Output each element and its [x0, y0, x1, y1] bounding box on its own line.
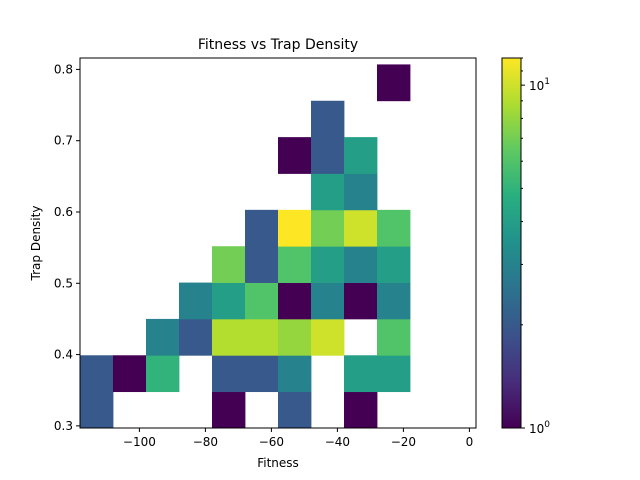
x-tick-label: −80	[193, 435, 218, 449]
y-axis-ticks: 0.3 0.4 0.5 0.6 0.7 0.8	[54, 62, 80, 433]
heatmap-cell	[311, 282, 345, 320]
heatmap-cell	[344, 137, 378, 174]
heatmap-cell	[179, 282, 213, 320]
heatmap-cell	[377, 318, 411, 356]
heatmap-cell	[80, 391, 114, 429]
heatmap-cell	[212, 246, 246, 283]
heatmap-cell	[245, 246, 279, 283]
colorbar-tick-label: 101	[529, 77, 550, 93]
heatmap-cell	[311, 100, 345, 138]
colorbar-tick-exponent: 0	[544, 420, 550, 430]
heatmap-cell	[278, 282, 312, 320]
heatmap-cell	[344, 209, 378, 247]
heatmap-cell	[344, 391, 378, 429]
heatmap-cell	[212, 318, 246, 356]
heatmap-cell	[146, 318, 180, 356]
heatmap-cell	[278, 209, 312, 247]
y-tick-label: 0.4	[54, 348, 73, 362]
y-tick-label: 0.6	[54, 205, 73, 219]
colorbar-tick-label: 100	[529, 420, 550, 436]
heatmap-cell	[344, 282, 378, 320]
heatmap-cell	[278, 246, 312, 283]
heatmap-cell	[344, 355, 378, 393]
heatmap-cell	[245, 355, 279, 393]
x-axis-label: Fitness	[257, 456, 299, 470]
plot-frame	[79, 57, 477, 429]
heatmap-cell	[377, 282, 411, 320]
heatmap-cell	[146, 355, 180, 393]
heatmap-cell	[311, 173, 345, 211]
x-tick-label: −20	[391, 435, 416, 449]
heatmap-cell	[212, 355, 246, 393]
heatmap-cell	[311, 137, 345, 174]
x-tick-label: −100	[123, 435, 156, 449]
heatmap-cell	[344, 246, 378, 283]
heatmap-cell	[311, 246, 345, 283]
heatmap-cell	[212, 282, 246, 320]
heatmap-cell	[245, 209, 279, 247]
y-tick-label: 0.7	[54, 134, 73, 148]
heatmap-cell	[212, 391, 246, 429]
heatmap-cell	[377, 355, 411, 393]
y-tick-label: 0.3	[54, 419, 73, 433]
heatmap-cell	[80, 355, 114, 393]
heatmap-cell	[245, 282, 279, 320]
heatmap-cell	[311, 318, 345, 356]
heatmap-cell	[245, 318, 279, 356]
heatmap-cell	[179, 318, 213, 356]
heatmap-cell	[278, 137, 312, 174]
x-tick-label: −40	[325, 435, 350, 449]
y-axis-label: Trap Density	[29, 206, 43, 282]
y-tick-label: 0.8	[54, 62, 73, 76]
heatmap-cells	[80, 64, 411, 429]
y-tick-label: 0.5	[54, 276, 73, 290]
heatmap-cell	[377, 209, 411, 247]
colorbar	[501, 57, 522, 429]
heatmap-cell	[278, 391, 312, 429]
heatmap-cell	[113, 355, 147, 393]
heatmap-cell	[377, 246, 411, 283]
heatmap-cell	[344, 173, 378, 211]
colorbar-tick-base: 10	[529, 422, 544, 436]
x-tick-label: 0	[466, 435, 474, 449]
colorbar-tick-exponent: 1	[544, 77, 550, 87]
heatmap-cell	[278, 318, 312, 356]
heatmap-cell	[278, 355, 312, 393]
chart-title: Fitness vs Trap Density	[198, 37, 358, 53]
heatmap-cell	[377, 64, 411, 102]
x-axis-ticks: −100 −80 −60 −40 −20 0	[123, 428, 473, 449]
colorbar-tick-base: 10	[529, 79, 544, 93]
heatmap-cell	[311, 209, 345, 247]
x-tick-label: −60	[259, 435, 284, 449]
